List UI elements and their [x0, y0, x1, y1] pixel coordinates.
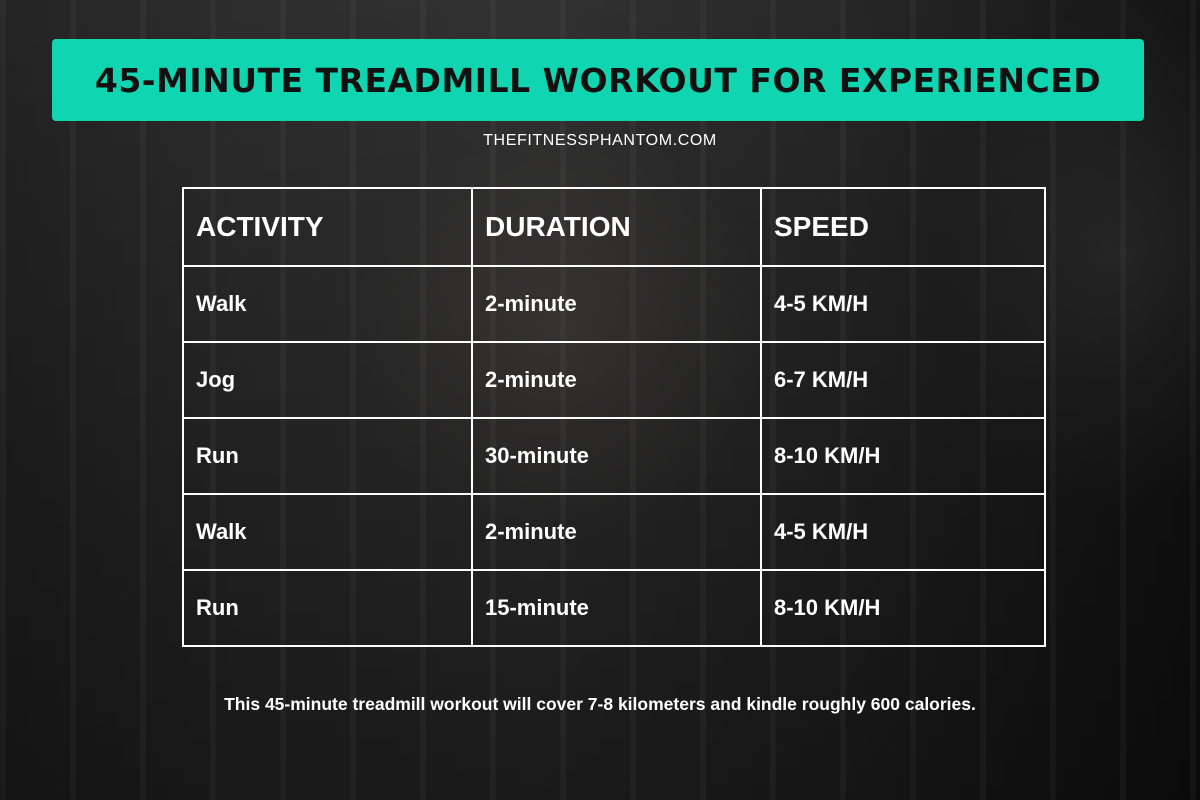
cell-duration: 2-minute	[471, 265, 762, 343]
cell-speed: 6-7 KM/H	[760, 341, 1046, 419]
header-speed: SPEED	[760, 187, 1046, 267]
table-row: Jog 2-minute 6-7 KM/H	[182, 341, 1046, 419]
cell-activity: Walk	[182, 493, 473, 571]
workout-table: ACTIVITY DURATION SPEED Walk 2-minute 4-…	[182, 187, 1046, 647]
cell-speed: 8-10 KM/H	[760, 417, 1046, 495]
cell-activity: Jog	[182, 341, 473, 419]
page-title: 45-MINUTE TREADMILL WORKOUT FOR EXPERIEN…	[94, 60, 1102, 100]
cell-speed: 4-5 KM/H	[760, 265, 1046, 343]
cell-activity: Walk	[182, 265, 473, 343]
cell-duration: 30-minute	[471, 417, 762, 495]
cell-duration: 2-minute	[471, 341, 762, 419]
table-row: Walk 2-minute 4-5 KM/H	[182, 493, 1046, 571]
table-row: Walk 2-minute 4-5 KM/H	[182, 265, 1046, 343]
cell-activity: Run	[182, 417, 473, 495]
table-header-row: ACTIVITY DURATION SPEED	[182, 187, 1046, 267]
header-duration: DURATION	[471, 187, 762, 267]
table-row: Run 15-minute 8-10 KM/H	[182, 569, 1046, 647]
header-activity: ACTIVITY	[182, 187, 473, 267]
footer-note: This 45-minute treadmill workout will co…	[224, 694, 976, 714]
site-name: THEFITNESSPHANTOM.COM	[483, 132, 717, 149]
cell-activity: Run	[182, 569, 473, 647]
cell-duration: 15-minute	[471, 569, 762, 647]
cell-speed: 8-10 KM/H	[760, 569, 1046, 647]
cell-duration: 2-minute	[471, 493, 762, 571]
title-banner: 45-MINUTE TREADMILL WORKOUT FOR EXPERIEN…	[52, 39, 1144, 121]
table-row: Run 30-minute 8-10 KM/H	[182, 417, 1046, 495]
cell-speed: 4-5 KM/H	[760, 493, 1046, 571]
